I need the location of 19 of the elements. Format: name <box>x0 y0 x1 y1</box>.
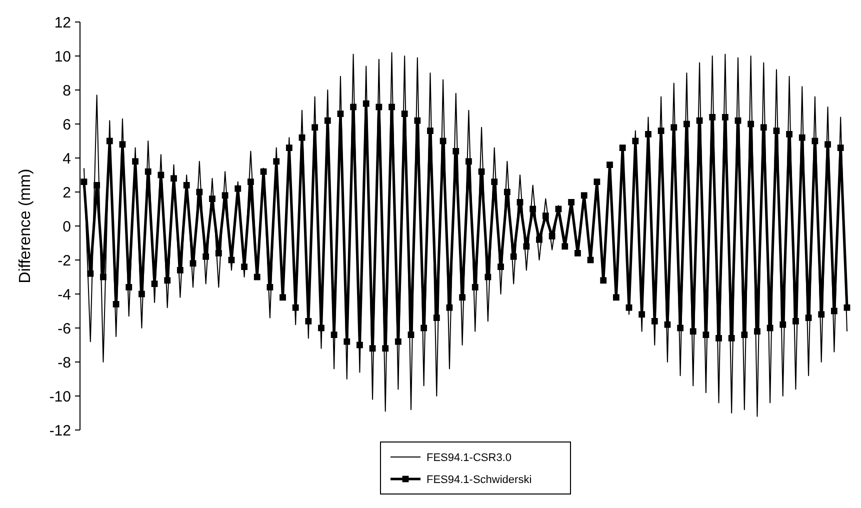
y-tick-label: 12 <box>54 14 71 32</box>
line-series <box>84 52 848 417</box>
point <box>619 144 626 151</box>
y-tick-label: 10 <box>54 48 71 66</box>
y-tick-label: -4 <box>58 286 71 304</box>
y-tick-label: 2 <box>62 184 71 202</box>
y-axis-title: Difference (mm) <box>17 168 34 284</box>
y-tick-label: -8 <box>58 354 71 372</box>
y-tick-label: 6 <box>62 116 71 134</box>
y-tick-label: 8 <box>62 82 71 100</box>
legend-label: FES94.1-CSR3.0 <box>426 452 512 464</box>
y-tick-label: -12 <box>49 422 71 440</box>
y-tick-label: -2 <box>58 252 71 270</box>
y-tick-label: 4 <box>62 150 71 168</box>
y-tick-label: -6 <box>58 320 71 338</box>
y-tick-label: -10 <box>49 388 71 406</box>
y-tick-label: 0 <box>62 218 71 236</box>
point <box>280 294 286 301</box>
legend-label: FES94.1-Schwiderski <box>426 474 532 486</box>
